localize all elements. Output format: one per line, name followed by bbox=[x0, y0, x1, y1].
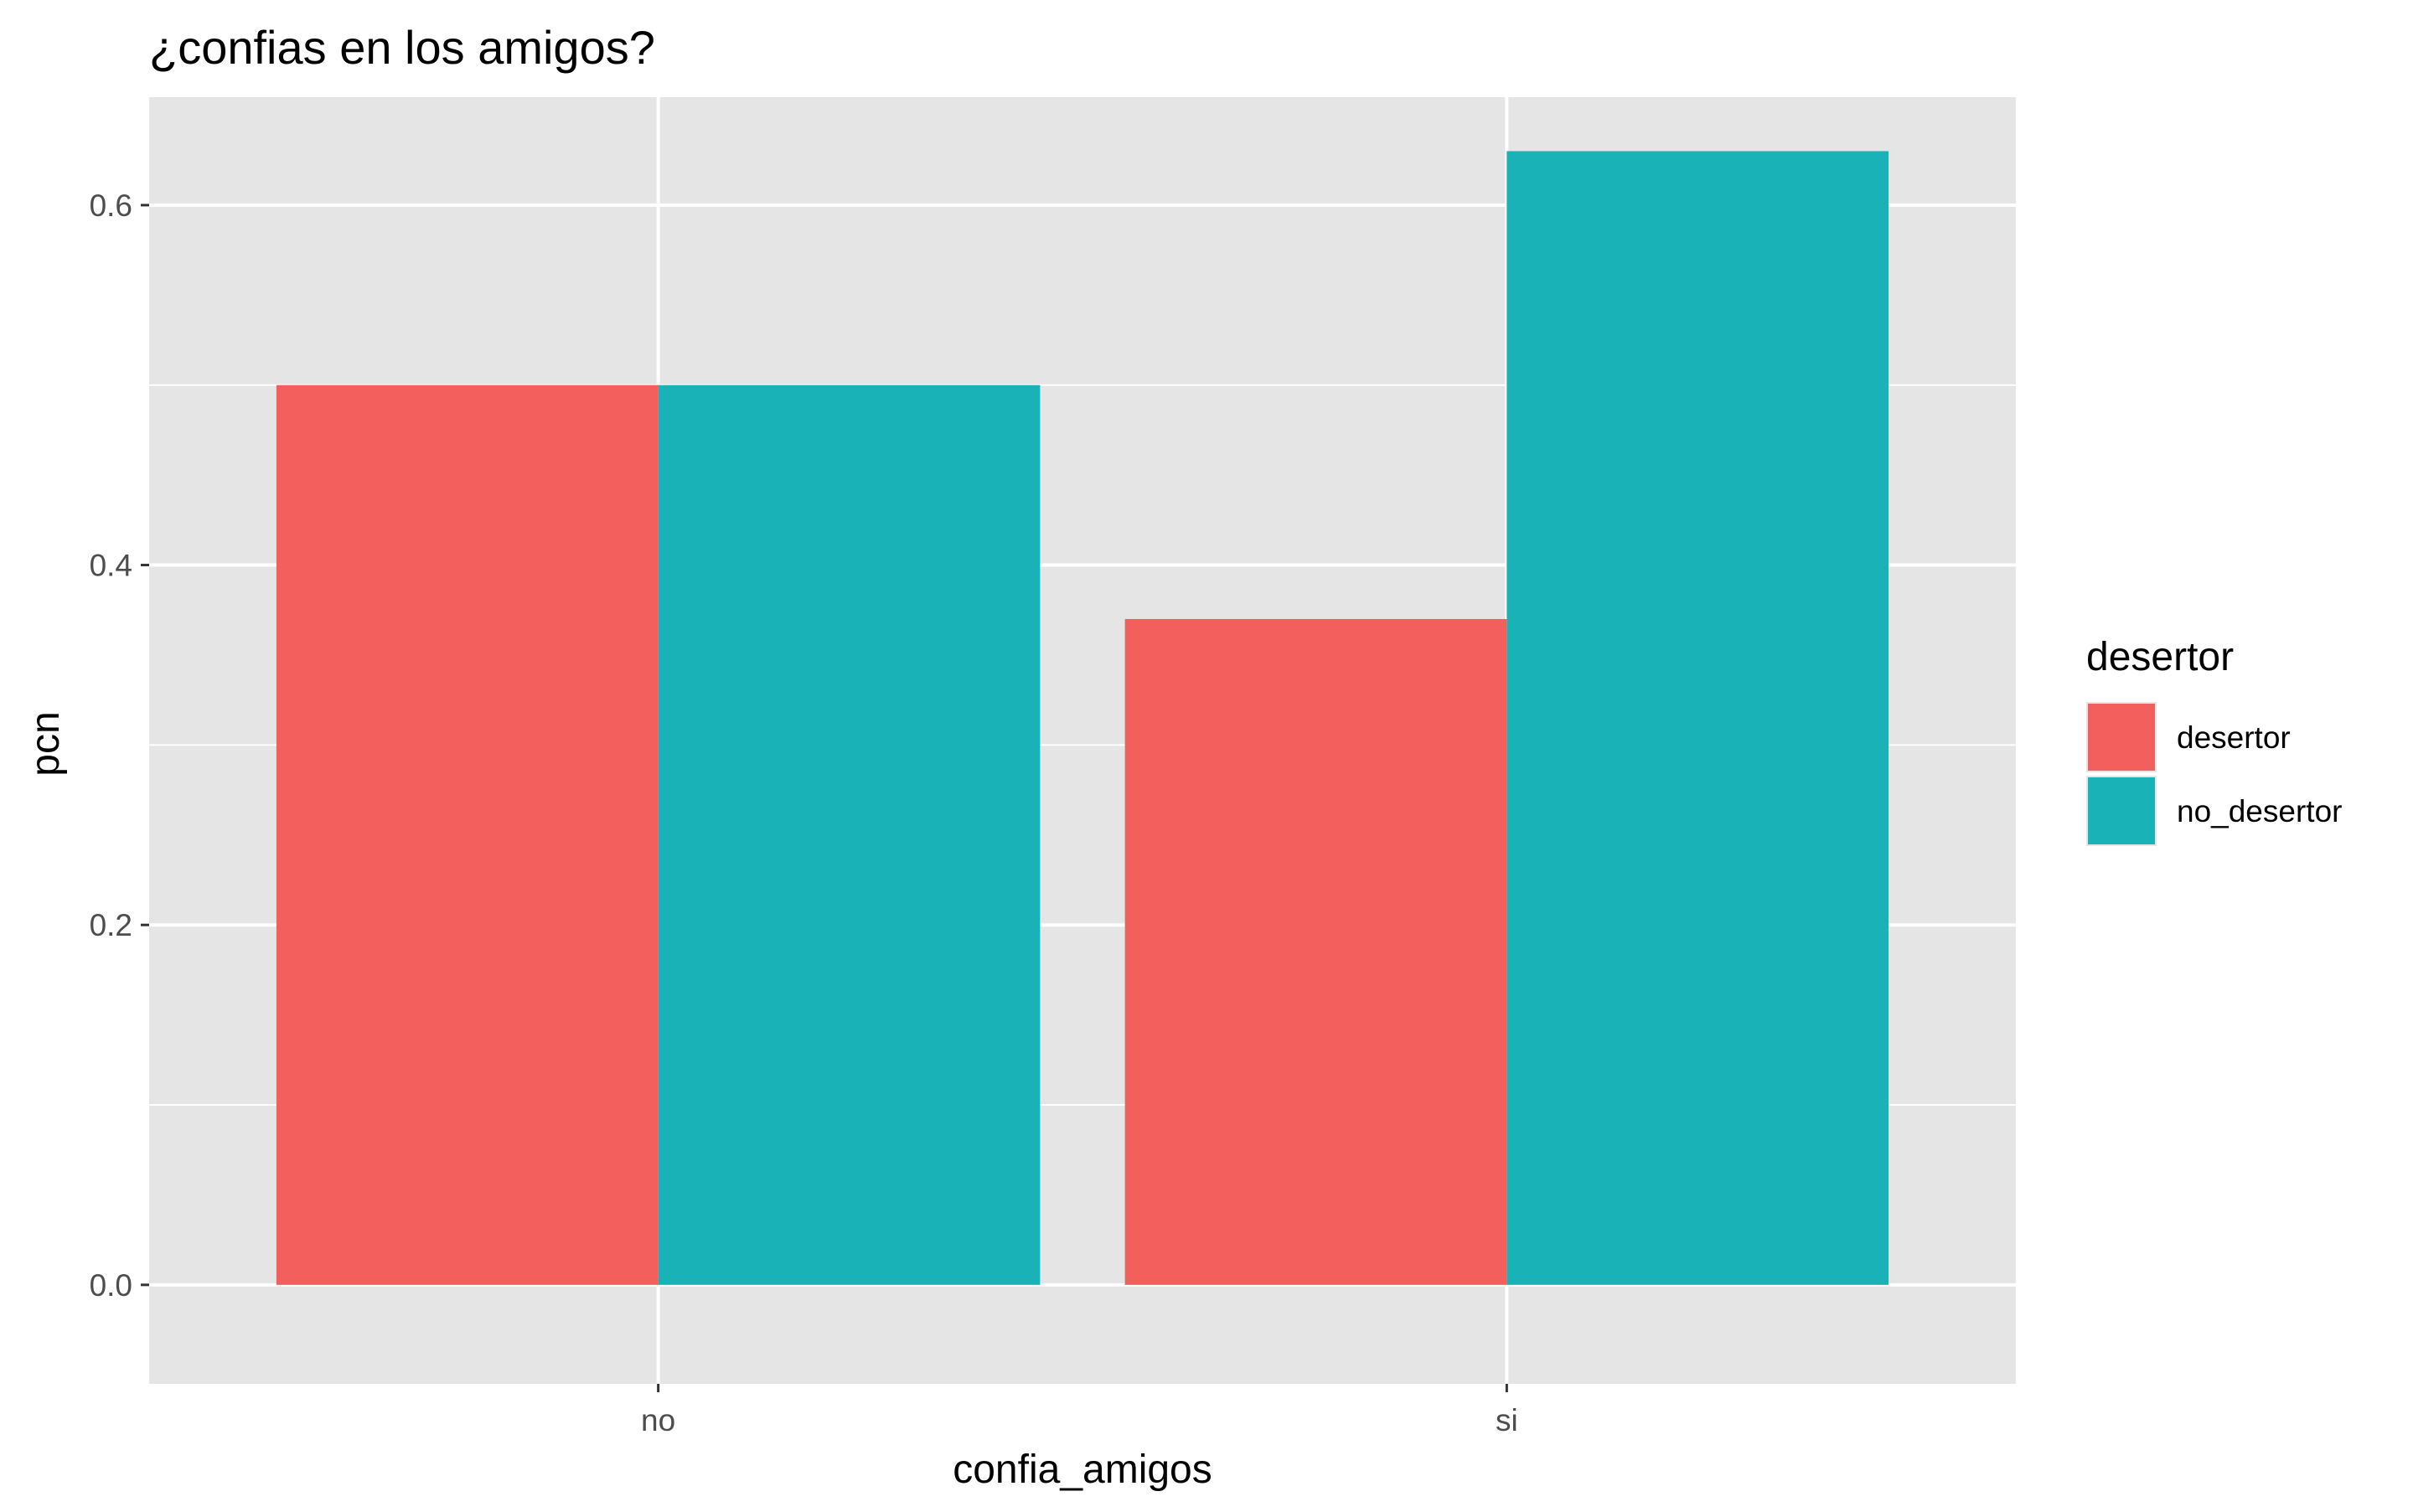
legend-label-no_desertor: no_desertor bbox=[2177, 794, 2342, 828]
legend-label-desertor: desertor bbox=[2177, 720, 2291, 755]
y-tick-label: 0.6 bbox=[90, 188, 132, 223]
x-tick-label-si: si bbox=[1496, 1403, 1518, 1437]
y-tick-label: 0.2 bbox=[90, 908, 132, 942]
legend-title: desertor bbox=[2086, 635, 2234, 679]
bar-no_desertor-no bbox=[658, 384, 1041, 1285]
x-axis-label: confia_amigos bbox=[953, 1447, 1212, 1492]
legend-key-desertor bbox=[2088, 704, 2155, 771]
y-axis-label: pcn bbox=[23, 711, 68, 776]
bar-no_desertor-si bbox=[1506, 151, 1889, 1285]
bar-desertor-no bbox=[276, 384, 659, 1285]
bar-desertor-si bbox=[1124, 618, 1507, 1285]
y-tick-label: 0.0 bbox=[90, 1268, 132, 1303]
chart-title: ¿confias en los amigos? bbox=[149, 21, 655, 74]
x-tick-label-no: no bbox=[641, 1403, 675, 1437]
legend-key-no_desertor bbox=[2088, 777, 2155, 844]
y-tick-label: 0.4 bbox=[90, 549, 132, 583]
